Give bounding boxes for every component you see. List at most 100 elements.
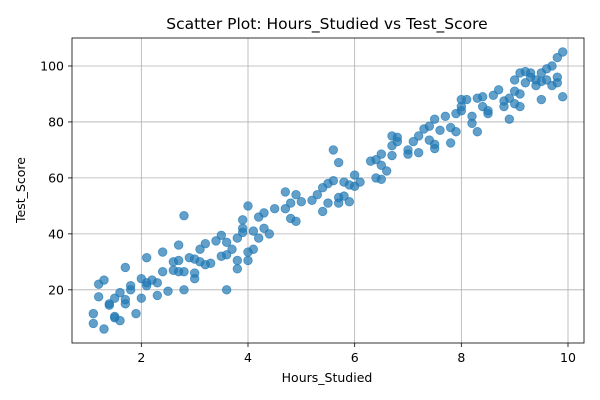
scatter-point	[424, 121, 435, 131]
scatter-point	[557, 47, 568, 57]
x-tick-label: 4	[244, 350, 252, 365]
scatter-point	[413, 131, 424, 141]
scatter-point	[317, 206, 328, 217]
y-tick-label: 100	[40, 58, 64, 73]
scatter-point	[120, 262, 131, 273]
scatter-point	[179, 266, 189, 277]
y-tick-label: 40	[48, 226, 64, 241]
scatter-point	[120, 294, 131, 305]
scatter-point	[536, 94, 547, 105]
scatter-point	[312, 189, 323, 200]
scatter-point	[509, 75, 520, 85]
scatter-point	[429, 114, 440, 124]
scatter-point	[376, 149, 387, 159]
y-tick-label: 80	[48, 114, 64, 129]
x-tick-label: 8	[457, 350, 465, 365]
plot-frame	[71, 37, 585, 344]
x-axis-label: Hours_Studied	[282, 370, 373, 385]
scatter-point	[259, 208, 269, 218]
scatter-point	[221, 285, 232, 295]
scatter-point	[131, 308, 141, 319]
scatter-point	[216, 230, 227, 240]
scatter-point	[285, 198, 296, 208]
scatter-point	[264, 229, 275, 239]
scatter-point	[152, 278, 163, 288]
scatter-point	[451, 127, 461, 137]
scatter-point	[557, 92, 568, 102]
scatter-point	[136, 293, 147, 303]
scatter-point	[221, 237, 232, 247]
scatter-point	[200, 238, 211, 249]
scatter-point	[163, 286, 173, 296]
x-tick-label: 10	[560, 350, 576, 365]
scatter-point	[115, 315, 125, 326]
scatter-point	[333, 157, 344, 168]
chart-title: Scatter Plot: Hours_Studied vs Test_Scor…	[166, 15, 487, 34]
scatter-point	[179, 285, 189, 295]
scatter-point	[376, 174, 387, 185]
scatter-point	[232, 255, 243, 266]
scatter-point	[125, 285, 136, 295]
scatter-point	[141, 252, 152, 263]
scatter-point	[291, 189, 301, 200]
x-tick-label: 2	[137, 350, 145, 365]
scatter-point	[349, 170, 360, 180]
scatter-point	[189, 268, 200, 278]
scatter-point	[328, 176, 339, 186]
scatter-point	[157, 266, 168, 277]
scatter-point	[243, 201, 253, 211]
scatter-point	[552, 78, 563, 88]
scatter-point	[205, 258, 216, 268]
scatter-point	[477, 92, 488, 102]
scatter-point	[99, 275, 109, 285]
scatter-point	[493, 85, 504, 95]
scatter-point	[232, 264, 243, 274]
scatter-point	[291, 216, 301, 226]
scatter-point	[429, 143, 440, 154]
scatter-point	[547, 61, 557, 71]
scatter-point	[296, 196, 307, 207]
scatter-point	[88, 308, 99, 319]
y-tick-label: 60	[48, 170, 64, 185]
scatter-point	[173, 240, 184, 250]
scatter-point	[355, 177, 365, 187]
scatter-point	[403, 149, 413, 159]
scatter-point	[323, 198, 333, 208]
scatter-point	[88, 318, 99, 329]
scatter-point	[93, 292, 104, 302]
scatter-point	[248, 244, 259, 254]
data-points	[88, 47, 568, 334]
scatter-point	[328, 145, 339, 155]
scatter-point	[440, 111, 451, 122]
scatter-point	[387, 150, 397, 161]
scatter-point	[515, 101, 525, 112]
y-axis-label: Test_Score	[13, 157, 28, 224]
scatter-point	[115, 287, 125, 298]
scatter-point	[445, 138, 456, 148]
scatter-point	[381, 166, 392, 176]
y-axis-ticks: 20 40 60 80 100	[40, 58, 72, 297]
scatter-point	[504, 114, 515, 124]
scatter-point	[461, 94, 472, 105]
scatter-point	[392, 132, 403, 143]
scatter-point	[243, 255, 253, 266]
x-axis-ticks: 2 4 6 8 10	[137, 343, 576, 365]
scatter-point	[157, 247, 168, 257]
scatter-point	[253, 233, 264, 243]
scatter-point	[344, 196, 355, 207]
scatter-point	[472, 127, 483, 137]
scatter-point	[173, 255, 184, 266]
x-tick-label: 6	[351, 350, 359, 365]
scatter-point	[99, 324, 109, 334]
scatter-point	[237, 223, 248, 233]
scatter-point	[333, 198, 344, 208]
y-tick-label: 20	[48, 282, 64, 297]
scatter-point	[483, 106, 493, 116]
scatter-point	[269, 203, 280, 214]
scatter-point	[152, 290, 163, 301]
scatter-point	[227, 244, 237, 254]
scatter-point	[435, 125, 445, 136]
scatter-point	[237, 215, 248, 225]
